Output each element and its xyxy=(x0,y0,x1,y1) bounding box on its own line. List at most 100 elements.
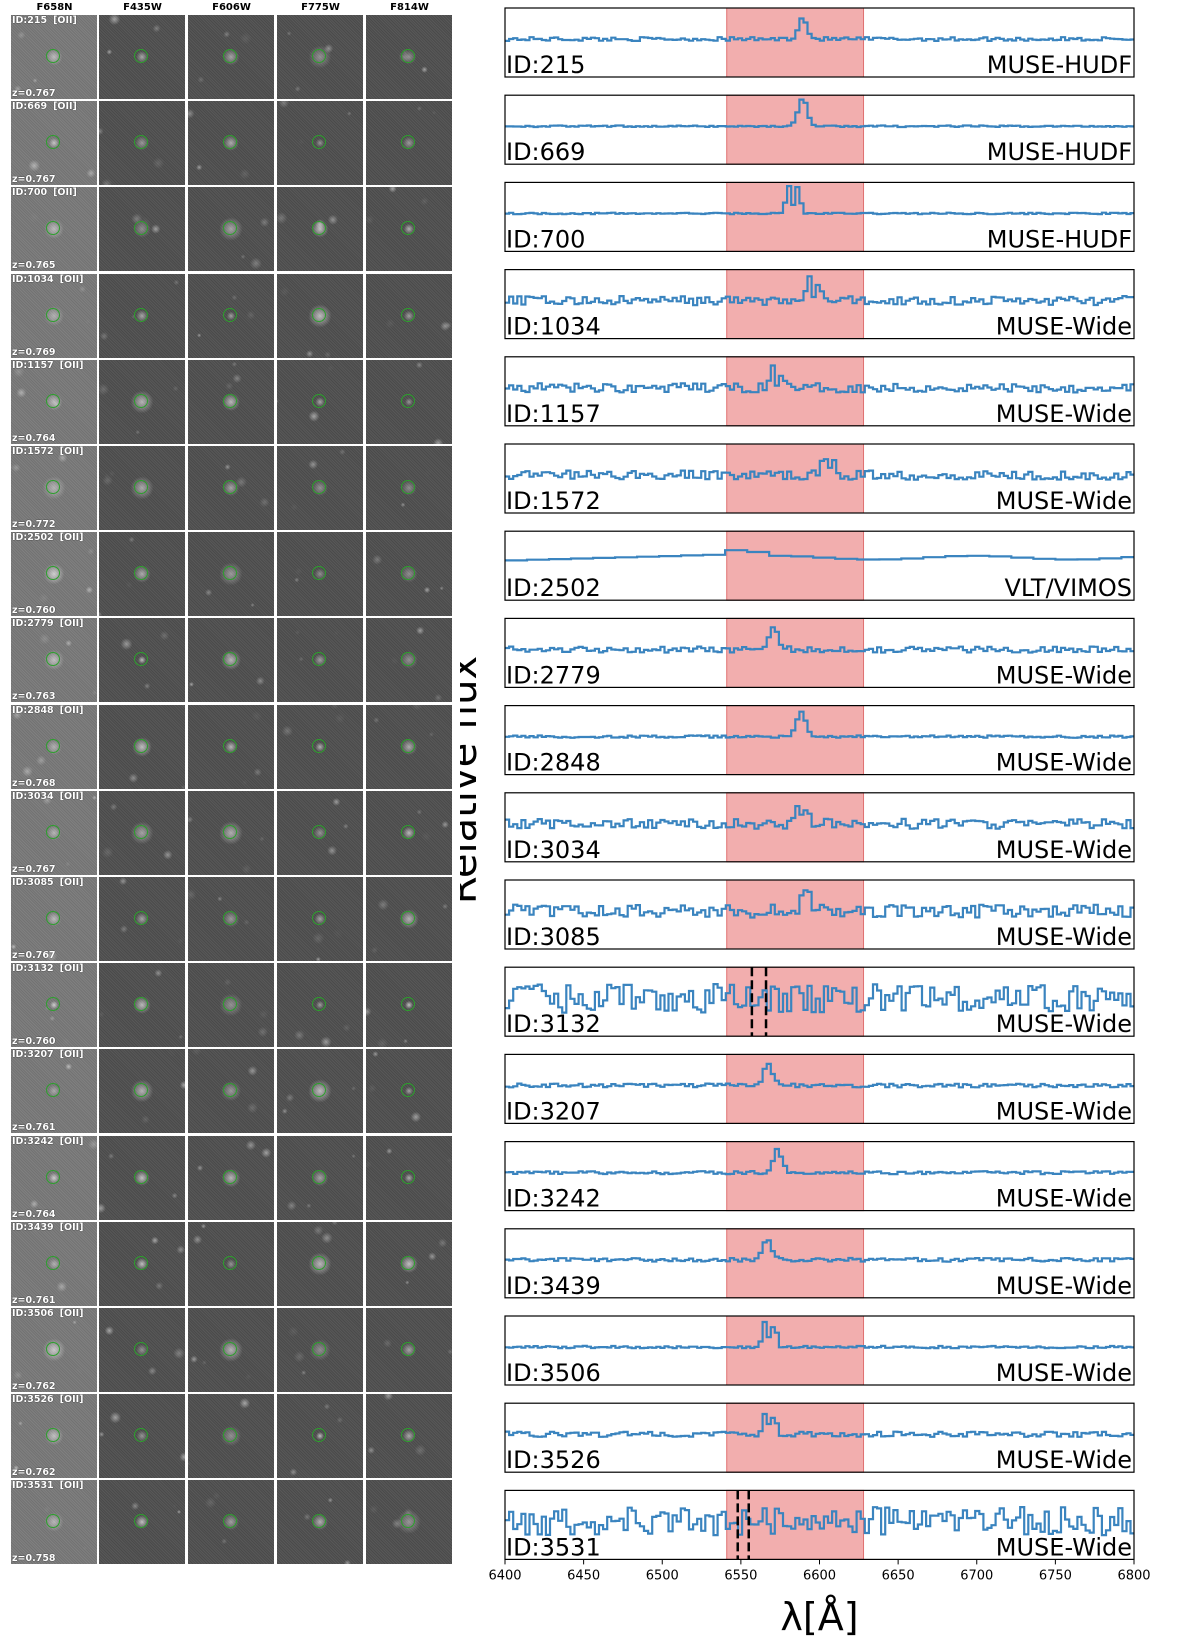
stamp-redshift-label: z=0.761 xyxy=(12,1122,56,1134)
spectrum-line xyxy=(505,626,1134,654)
source-marker-circle xyxy=(312,480,326,494)
image-stamp xyxy=(277,187,363,272)
stamp-id-label: ID:3207 [OII] xyxy=(12,1049,84,1061)
stamp-redshift-label: z=0.765 xyxy=(12,260,56,272)
stamp-redshift-label: z=0.768 xyxy=(12,777,56,789)
panel-instrument-label: MUSE-Wide xyxy=(996,1010,1132,1038)
panel-id-label: ID:215 xyxy=(506,51,585,79)
source-marker-circle xyxy=(401,1169,415,1184)
image-stamp xyxy=(366,877,452,961)
spectrum-line xyxy=(505,98,1134,129)
stamp-id-label: ID:3034 [OII] xyxy=(12,790,84,802)
source-marker-circle xyxy=(312,738,326,753)
spectrum-panel-frame xyxy=(504,966,1135,1037)
stamp-redshift-label: z=0.764 xyxy=(12,1208,56,1220)
image-stamp xyxy=(366,1394,452,1479)
stamp-redshift-label: z=0.772 xyxy=(12,519,56,530)
image-stamp: ID:3439 [OII] z=0.761 xyxy=(11,1221,97,1306)
source-marker-circle xyxy=(134,566,148,581)
image-stamp xyxy=(366,15,452,99)
image-stamp xyxy=(99,1135,185,1220)
spectrum-panel-frame xyxy=(504,443,1135,514)
panel-id-label: ID:3034 xyxy=(506,836,601,864)
image-stamp xyxy=(99,1221,185,1306)
source-marker-circle xyxy=(223,1083,237,1098)
image-stamp xyxy=(277,618,363,703)
source-marker-circle xyxy=(46,393,60,408)
source-marker-circle xyxy=(134,1514,148,1529)
source-marker-circle xyxy=(312,1169,326,1184)
spectrum-line xyxy=(505,889,1134,919)
image-stamp: ID:3526 [OII] z=0.762 xyxy=(11,1394,97,1479)
panel-id-label: ID:2502 xyxy=(506,574,601,602)
source-marker-circle xyxy=(223,49,237,63)
filter-header-f658n: F658N xyxy=(36,2,73,13)
source-marker-circle xyxy=(401,652,415,667)
source-marker-circle xyxy=(401,49,415,63)
source-marker-circle xyxy=(223,1428,237,1443)
source-marker-circle xyxy=(312,824,326,839)
panel-id-label: ID:3132 xyxy=(506,1010,601,1038)
image-stamp xyxy=(99,1308,185,1392)
source-marker-circle xyxy=(401,135,415,150)
spectrum-line xyxy=(505,1320,1134,1350)
panel-instrument-label: MUSE-Wide xyxy=(996,313,1132,341)
image-stamp xyxy=(277,1221,363,1306)
image-stamp xyxy=(366,790,452,875)
spectrum-line xyxy=(505,185,1134,216)
image-stamp: ID:669 [OII] z=0.767 xyxy=(11,101,97,186)
panel-instrument-label: MUSE-Wide xyxy=(996,487,1132,515)
source-marker-circle xyxy=(134,1083,148,1098)
source-marker-circle xyxy=(134,1342,148,1356)
image-stamp xyxy=(99,618,185,703)
stamp-redshift-label: z=0.764 xyxy=(12,432,56,444)
spectrum-line xyxy=(505,1506,1134,1537)
source-marker-circle xyxy=(134,221,148,236)
x-tick-label: 6500 xyxy=(646,1568,679,1583)
source-marker-circle xyxy=(134,135,148,150)
stamp-redshift-label: z=0.767 xyxy=(12,174,56,186)
image-stamp xyxy=(99,101,185,186)
source-marker-circle xyxy=(134,911,148,925)
source-marker-circle xyxy=(46,135,60,150)
panel-instrument-label: MUSE-Wide xyxy=(996,923,1132,951)
stamp-id-label: ID:3506 [OII] xyxy=(12,1308,84,1319)
x-tick-label: 6400 xyxy=(488,1568,521,1583)
stamp-redshift-label: z=0.763 xyxy=(12,691,56,703)
image-stamp xyxy=(277,1308,363,1392)
filter-header-f775w: F775W xyxy=(301,2,340,13)
panel-id-label: ID:700 xyxy=(506,225,585,253)
source-marker-circle xyxy=(223,738,237,753)
source-marker-circle xyxy=(46,1169,60,1184)
image-stamp xyxy=(99,15,185,99)
source-marker-circle xyxy=(401,824,415,839)
panel-instrument-label: MUSE-Wide xyxy=(996,1533,1132,1561)
x-axis-label: λ[Å] xyxy=(780,1595,858,1639)
panel-id-label: ID:3242 xyxy=(506,1185,601,1213)
image-stamp xyxy=(188,1394,274,1479)
spectrum-panel-frame xyxy=(504,1053,1135,1125)
shaded-band xyxy=(726,7,865,78)
panel-instrument-label: MUSE-HUDF xyxy=(987,51,1132,79)
source-marker-circle xyxy=(46,1342,60,1356)
stamp-redshift-label: z=0.760 xyxy=(12,1036,56,1048)
source-marker-circle xyxy=(134,997,148,1012)
image-stamp xyxy=(188,877,274,961)
image-stamp xyxy=(99,704,185,789)
panel-instrument-label: MUSE-HUDF xyxy=(987,138,1132,166)
stamp-redshift-label: z=0.769 xyxy=(12,346,56,358)
source-marker-circle xyxy=(401,738,415,753)
source-marker-circle xyxy=(46,652,60,667)
spectrum-panel-frame xyxy=(504,7,1135,78)
image-stamp: ID:2502 [OII] z=0.760 xyxy=(11,532,97,617)
source-marker-circle xyxy=(401,393,415,408)
image-stamp xyxy=(99,1480,185,1565)
spectrum-panel-frame xyxy=(504,269,1135,340)
image-stamp xyxy=(188,704,274,789)
source-marker-circle xyxy=(134,824,148,839)
source-marker-circle xyxy=(134,49,148,63)
source-marker-circle xyxy=(223,824,237,839)
stamp-redshift-label: z=0.760 xyxy=(12,605,56,617)
stamp-redshift-label: z=0.758 xyxy=(12,1553,56,1565)
image-stamp xyxy=(188,273,274,358)
